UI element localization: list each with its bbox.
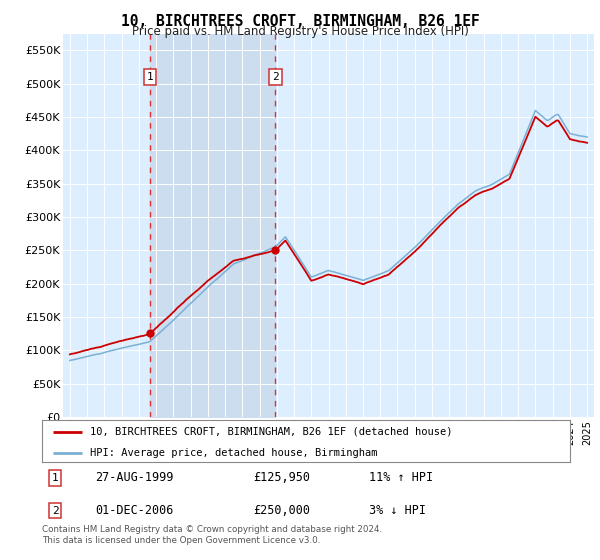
Text: 27-AUG-1999: 27-AUG-1999 <box>95 471 173 484</box>
Text: 01-DEC-2006: 01-DEC-2006 <box>95 504 173 517</box>
Text: Price paid vs. HM Land Registry's House Price Index (HPI): Price paid vs. HM Land Registry's House … <box>131 25 469 38</box>
Text: HPI: Average price, detached house, Birmingham: HPI: Average price, detached house, Birm… <box>89 448 377 458</box>
Text: £125,950: £125,950 <box>253 471 310 484</box>
Text: 1: 1 <box>146 72 154 82</box>
Text: 2: 2 <box>272 72 279 82</box>
Text: 3% ↓ HPI: 3% ↓ HPI <box>370 504 427 517</box>
Text: Contains HM Land Registry data © Crown copyright and database right 2024.
This d: Contains HM Land Registry data © Crown c… <box>42 525 382 545</box>
Text: 2: 2 <box>52 506 59 516</box>
Text: 11% ↑ HPI: 11% ↑ HPI <box>370 471 433 484</box>
Text: 1: 1 <box>52 473 59 483</box>
Text: 10, BIRCHTREES CROFT, BIRMINGHAM, B26 1EF (detached house): 10, BIRCHTREES CROFT, BIRMINGHAM, B26 1E… <box>89 427 452 437</box>
Text: £250,000: £250,000 <box>253 504 310 517</box>
Text: 10, BIRCHTREES CROFT, BIRMINGHAM, B26 1EF: 10, BIRCHTREES CROFT, BIRMINGHAM, B26 1E… <box>121 14 479 29</box>
